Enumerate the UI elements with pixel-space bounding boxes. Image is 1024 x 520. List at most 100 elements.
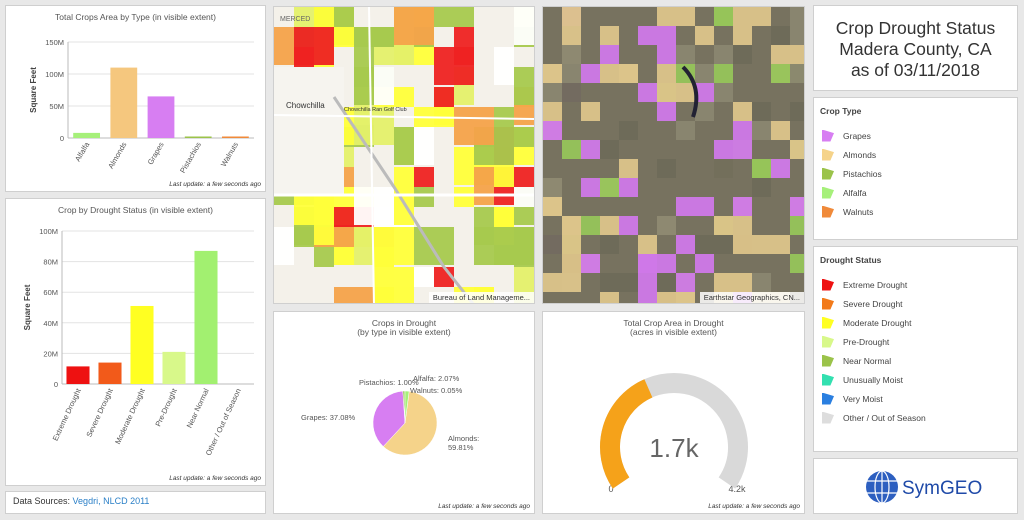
map-field — [733, 197, 752, 216]
x-tick-label: Alfalfa — [73, 140, 92, 163]
map-field — [771, 121, 790, 140]
map-field — [394, 167, 414, 187]
crops-by-type-panel: Total Crops Area by Type (in visible ext… — [5, 5, 266, 192]
map-field — [600, 178, 619, 197]
map-field — [790, 254, 804, 273]
map-field — [562, 140, 581, 159]
legend-label: Near Normal — [843, 355, 892, 366]
map-field — [600, 273, 619, 292]
pie-label-almonds: Almonds: 59.81% — [448, 434, 479, 452]
legend-swatch — [822, 205, 834, 218]
title-line-2: Madera County, CA — [839, 39, 992, 59]
map-field — [600, 216, 619, 235]
legend-label: Pistachios — [843, 168, 882, 179]
map-field — [581, 178, 600, 197]
map-field — [374, 267, 414, 303]
pie-title: Crops in Drought — [371, 318, 437, 328]
gauge-footer: Last update: a few seconds ago — [708, 503, 800, 510]
x-tick-label: Walnuts — [219, 140, 240, 168]
map-field — [274, 27, 294, 65]
map-field — [514, 227, 534, 247]
pie-subtitle: (by type in visible extent) — [357, 327, 451, 337]
legend-item-unusually-moist: Unusually Moist — [822, 370, 926, 389]
map-field — [494, 107, 514, 127]
map-field — [454, 7, 474, 27]
crop-type-legend-heading: Crop Type — [820, 106, 862, 116]
map-field — [414, 187, 434, 207]
map-field — [676, 45, 695, 64]
map-field — [562, 45, 581, 64]
map-field — [354, 187, 394, 225]
y-axis-label: Square Feet — [29, 67, 38, 113]
map-field — [454, 107, 494, 145]
map-field — [790, 26, 804, 45]
map-right-canvas[interactable] — [543, 7, 805, 304]
map-field — [657, 159, 676, 178]
bar-pre-drought — [162, 351, 186, 384]
map-field — [619, 121, 638, 140]
map-field — [354, 27, 394, 47]
map-field — [374, 247, 394, 267]
x-tick-label: Pistachios — [178, 140, 203, 174]
x-tick-label: Other / Out of Season — [204, 387, 243, 457]
globe-icon — [866, 470, 898, 504]
y-tick-label: 20M — [43, 349, 58, 358]
map-field — [562, 216, 581, 235]
legend-item-alfalfa: Alfalfa — [822, 183, 882, 202]
map-field — [676, 7, 695, 26]
legend-label: Almonds — [843, 149, 877, 160]
map-field — [657, 26, 676, 45]
gauge-min-label: 0 — [608, 484, 613, 494]
map-field — [274, 227, 294, 265]
map-left[interactable]: MERCED Chowchilla Chowchilla Ran Golf Cl… — [273, 6, 535, 304]
map-field — [771, 26, 790, 45]
title-line-3: as of 03/11/2018 — [850, 60, 981, 80]
legend-label: Alfalfa — [843, 187, 867, 198]
x-tick-label: Pre-Drought — [153, 386, 179, 428]
crops-by-type-title: Total Crops Area by Type (in visible ext… — [55, 12, 216, 22]
crops-in-drought-pie: Almonds: 59.81% Grapes: 37.08% Pistachios: … — [301, 374, 479, 456]
y-tick-label: 100M — [45, 70, 64, 79]
map-field — [543, 102, 562, 121]
map-field — [714, 235, 733, 254]
bar-pistachios — [184, 136, 212, 138]
symgeo-logo: SymGEO — [866, 470, 982, 504]
legend-item-near-normal: Near Normal — [822, 351, 926, 370]
map-right[interactable]: Earthstar Geographics, CN... — [542, 6, 805, 304]
map-field — [657, 254, 676, 273]
data-sources-link[interactable]: Vegdri, NLCD 2011 — [72, 496, 150, 506]
legend-swatch — [822, 392, 834, 405]
legend-item-grapes: Grapes — [822, 126, 882, 145]
legend-label: Grapes — [843, 130, 871, 141]
drought-legend-list: Extreme Drought Severe Drought Moderate Dr… — [822, 275, 926, 427]
map-field — [657, 45, 676, 64]
map-field — [600, 292, 619, 303]
map-field — [619, 273, 638, 292]
map-field — [657, 7, 676, 26]
bar-almonds — [110, 67, 138, 138]
map-field — [695, 26, 714, 45]
map-town — [274, 67, 344, 195]
map-field — [733, 121, 752, 140]
logo-text: SymGEO — [902, 478, 982, 499]
map-field — [619, 216, 638, 235]
map-field — [695, 83, 714, 102]
map-field — [474, 227, 514, 265]
map-field — [562, 64, 581, 83]
map-field — [733, 7, 752, 26]
map-field — [600, 45, 619, 64]
map-field — [733, 140, 752, 159]
map-field — [714, 273, 733, 292]
y-tick-label: 100M — [39, 227, 58, 236]
legend-swatch — [822, 167, 834, 180]
drought-legend-heading: Drought Status — [820, 255, 882, 265]
pie-slice-almonds — [382, 390, 438, 456]
bar-severe-drought — [98, 362, 122, 384]
x-tick-label: Near Normal — [185, 387, 211, 430]
legend-item-extreme-drought: Extreme Drought — [822, 275, 926, 294]
pie-label-grapes: Grapes: 37.08% — [301, 413, 356, 422]
map-field — [657, 216, 676, 235]
map-field — [543, 83, 562, 102]
legend-item-severe-drought: Severe Drought — [822, 294, 926, 313]
map-left-canvas[interactable]: MERCED Chowchilla Chowchilla Ran Golf Cl… — [274, 7, 535, 304]
